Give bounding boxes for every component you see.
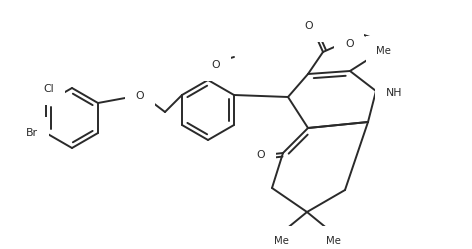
Text: Me: Me [376,46,391,56]
Text: O: O [257,150,265,160]
Text: Br: Br [26,128,38,138]
Text: Me: Me [274,236,288,246]
Text: Cl: Cl [44,84,54,94]
Text: O: O [135,91,144,101]
Text: Me: Me [326,236,340,246]
Text: O: O [304,21,313,31]
Text: O: O [345,39,354,49]
Text: O: O [211,60,220,70]
Text: NH: NH [386,88,403,98]
